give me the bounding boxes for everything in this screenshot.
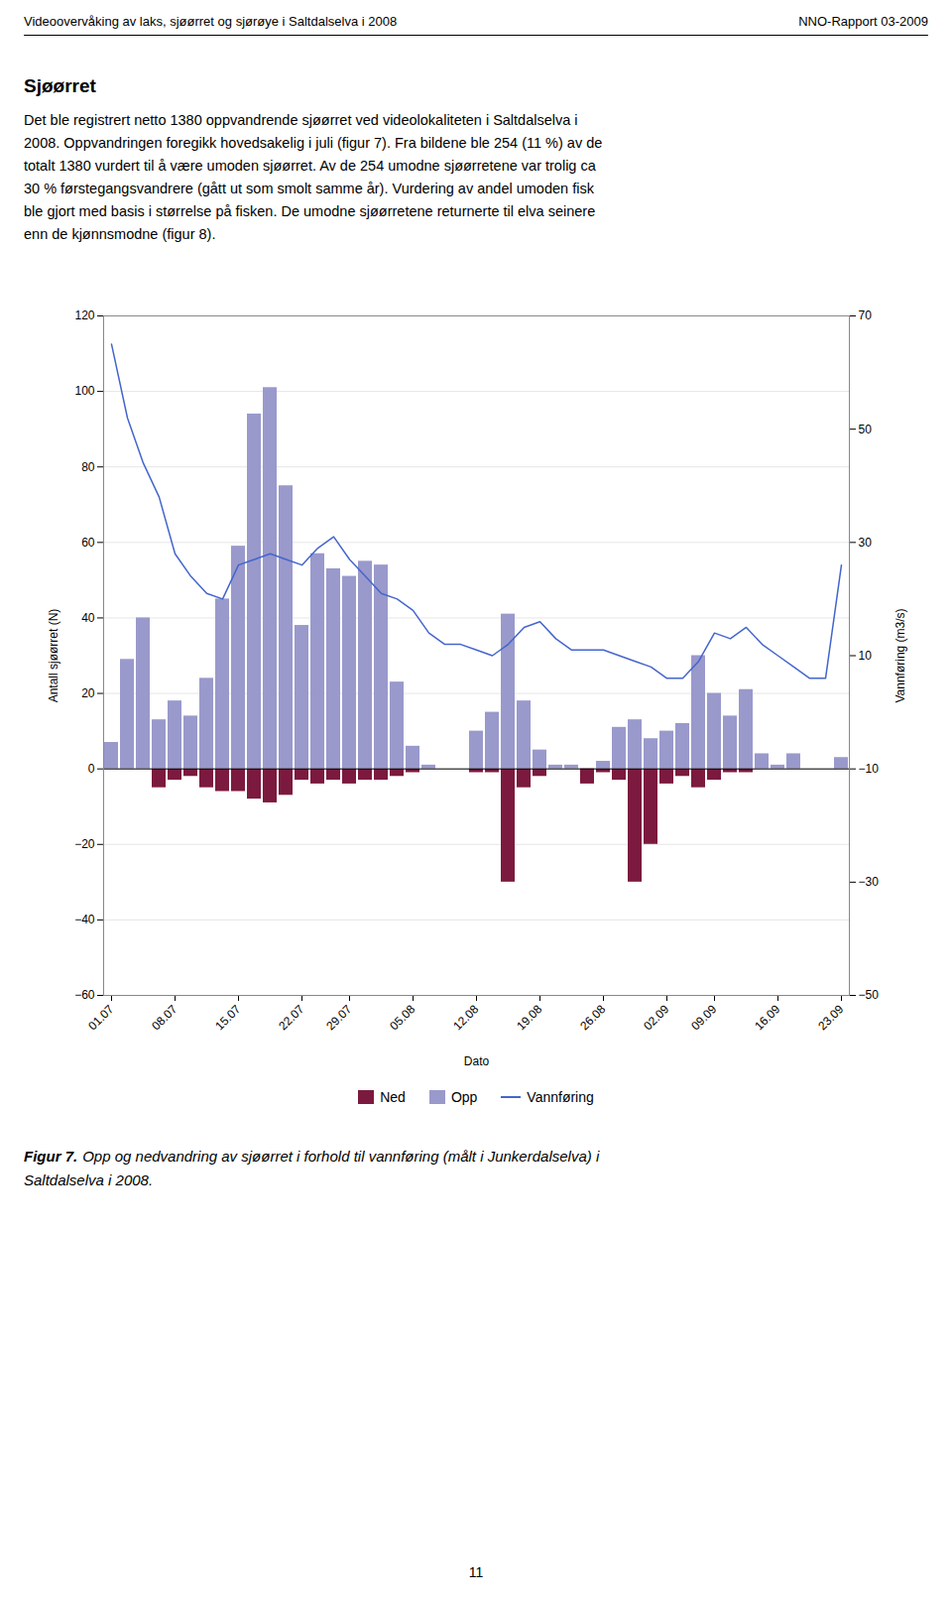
svg-text:10: 10: [858, 648, 873, 663]
svg-text:60: 60: [81, 535, 96, 550]
html-text:11: 11: [468, 1563, 484, 1580]
html-text:Vannføring: Vannføring: [526, 1088, 594, 1105]
svg-text:01.07: 01.07: [85, 1001, 117, 1033]
html-text:ble gjort med basis i størrels: ble gjort med basis i størrelse på fiske…: [23, 203, 596, 220]
svg-text:15.07: 15.07: [212, 1001, 243, 1033]
html-text:enn de kjønnsmodne (figur 8).: enn de kjønnsmodne (figur 8).: [23, 226, 216, 242]
html-text:Ned: Ned: [380, 1088, 406, 1105]
html-text:Videoovervåking av laks, sjøør: Videoovervåking av laks, sjøørret og sjø…: [23, 13, 397, 29]
svg-text:19.08: 19.08: [513, 1001, 545, 1033]
svg-text:02.09: 02.09: [640, 1001, 672, 1033]
html-text:totalt 1380 vurdert til å være: totalt 1380 vurdert til å være umoden sj…: [23, 157, 596, 174]
svg-text:16.09: 16.09: [751, 1001, 783, 1033]
svg-text:0: 0: [88, 761, 96, 776]
svg-text:Antall sjøørret (N): Antall sjøørret (N): [46, 608, 61, 704]
html-text:Saltdalselva i 2008.: Saltdalselva i 2008.: [23, 1171, 153, 1189]
svg-text:Dato: Dato: [464, 1054, 490, 1069]
svg-text:30: 30: [858, 535, 873, 550]
svg-text:08.07: 08.07: [148, 1001, 180, 1033]
html-text:Opp: Opp: [451, 1088, 478, 1105]
svg-text:−30: −30: [858, 874, 880, 889]
svg-text:09.09: 09.09: [688, 1001, 719, 1033]
svg-text:120: 120: [74, 308, 95, 323]
svg-text:−40: −40: [74, 912, 96, 927]
svg-text:20: 20: [81, 686, 96, 701]
svg-text:70: 70: [858, 308, 873, 323]
html-text:2008. Oppvandringen foregikk h: 2008. Oppvandringen foregikk hovedsakeli…: [23, 134, 603, 151]
html-text:Det ble registrert netto 1380: Det ble registrert netto 1380 oppvandren…: [23, 112, 578, 128]
svg-text:−20: −20: [74, 836, 96, 851]
html-text:30 % førstegangsvandrere (gått: 30 % førstegangsvandrere (gått ut som sm…: [23, 180, 594, 197]
svg-text:12.08: 12.08: [450, 1001, 481, 1033]
svg-text:−50: −50: [858, 987, 880, 1002]
html-text:Sjøørret: Sjøørret: [23, 75, 97, 97]
html-text:Figur 7. Opp og nedvandring av: Figur 7. Opp og nedvandring av sjøørret …: [23, 1147, 600, 1165]
svg-text:−10: −10: [858, 761, 880, 776]
svg-text:23.09: 23.09: [815, 1001, 846, 1033]
html-text:NNO-Rapport 03-2009: NNO-Rapport 03-2009: [798, 13, 929, 29]
svg-text:26.08: 26.08: [577, 1001, 608, 1033]
svg-text:100: 100: [74, 383, 95, 398]
svg-text:05.08: 05.08: [386, 1001, 418, 1033]
svg-text:29.07: 29.07: [323, 1001, 355, 1033]
svg-text:22.07: 22.07: [275, 1001, 307, 1033]
svg-text:Vannføring (m3/s): Vannføring (m3/s): [893, 607, 908, 703]
svg-text:40: 40: [81, 610, 96, 625]
svg-text:80: 80: [81, 460, 96, 475]
svg-text:50: 50: [858, 422, 873, 437]
svg-text:−60: −60: [74, 987, 96, 1002]
